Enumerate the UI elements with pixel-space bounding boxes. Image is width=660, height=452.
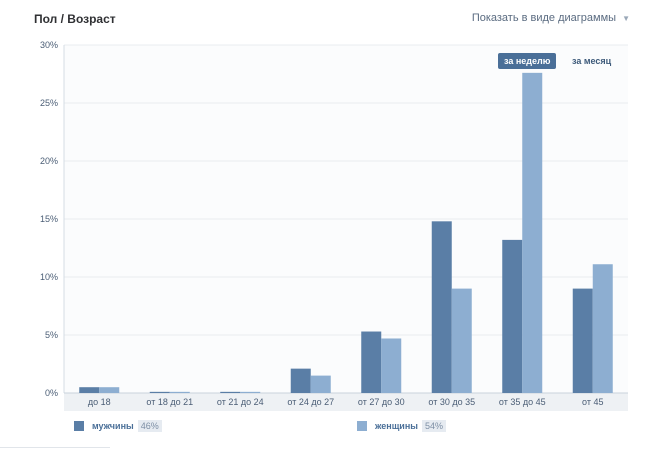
bar-men — [431, 221, 452, 393]
bar-women — [169, 391, 190, 393]
bar-women — [240, 391, 261, 393]
chevron-down-icon: ▼ — [622, 13, 630, 23]
show-as-diagram-link[interactable]: Показать в виде диаграммы ▼ — [472, 12, 630, 24]
legend-women-swatch — [357, 421, 367, 431]
legend-men-swatch — [74, 421, 84, 431]
bar-men — [220, 391, 241, 393]
y-tick-label: 0% — [45, 388, 58, 398]
x-tick-label: от 27 до 30 — [358, 397, 405, 407]
y-tick-label: 10% — [40, 272, 58, 282]
bar-men — [290, 368, 311, 393]
legend-women-label: женщины — [375, 421, 418, 431]
bar-women — [451, 288, 472, 393]
x-tick-label: от 18 до 21 — [146, 397, 193, 407]
legend-men: мужчины 46% — [74, 420, 162, 432]
x-tick-label: от 24 до 27 — [287, 397, 334, 407]
x-axis-band — [64, 393, 628, 411]
gender-age-bar-chart: 0% 5% 10% 15% 20% 25% 30% до 18 от 18 до 21 от 21… — [40, 40, 628, 411]
bar-men — [572, 288, 593, 393]
x-tick-label: от 21 до 24 — [217, 397, 264, 407]
y-tick-label: 30% — [40, 40, 58, 50]
x-tick-label: от 35 до 45 — [499, 397, 546, 407]
bar-women — [99, 387, 120, 393]
tab-month[interactable]: за месяц — [572, 56, 612, 66]
y-tick-label: 20% — [40, 156, 58, 166]
x-tick-label: от 45 — [582, 397, 603, 407]
x-tick-label: от 30 до 35 — [428, 397, 475, 407]
y-tick-label: 15% — [40, 214, 58, 224]
bar-women — [310, 375, 331, 393]
bar-men — [79, 387, 100, 393]
tab-week[interactable]: за неделю — [498, 53, 557, 69]
bar-women — [381, 338, 402, 393]
bar-women — [592, 264, 613, 393]
legend-men-label: мужчины — [92, 421, 134, 431]
x-tick-label: до 18 — [88, 397, 111, 407]
bar-men — [149, 391, 170, 393]
legend-women: женщины 54% — [357, 420, 446, 432]
y-tick-label: 25% — [40, 98, 58, 108]
page-title: Пол / Возраст — [34, 12, 116, 26]
bar-women — [522, 72, 543, 393]
legend-men-percent: 46% — [137, 420, 162, 432]
y-tick-label: 5% — [45, 330, 58, 340]
bar-men — [361, 331, 382, 393]
legend-women-percent: 54% — [421, 420, 446, 432]
show-as-diagram-label: Показать в виде диаграммы — [471, 12, 617, 24]
divider — [0, 447, 110, 448]
bar-men — [502, 239, 523, 393]
